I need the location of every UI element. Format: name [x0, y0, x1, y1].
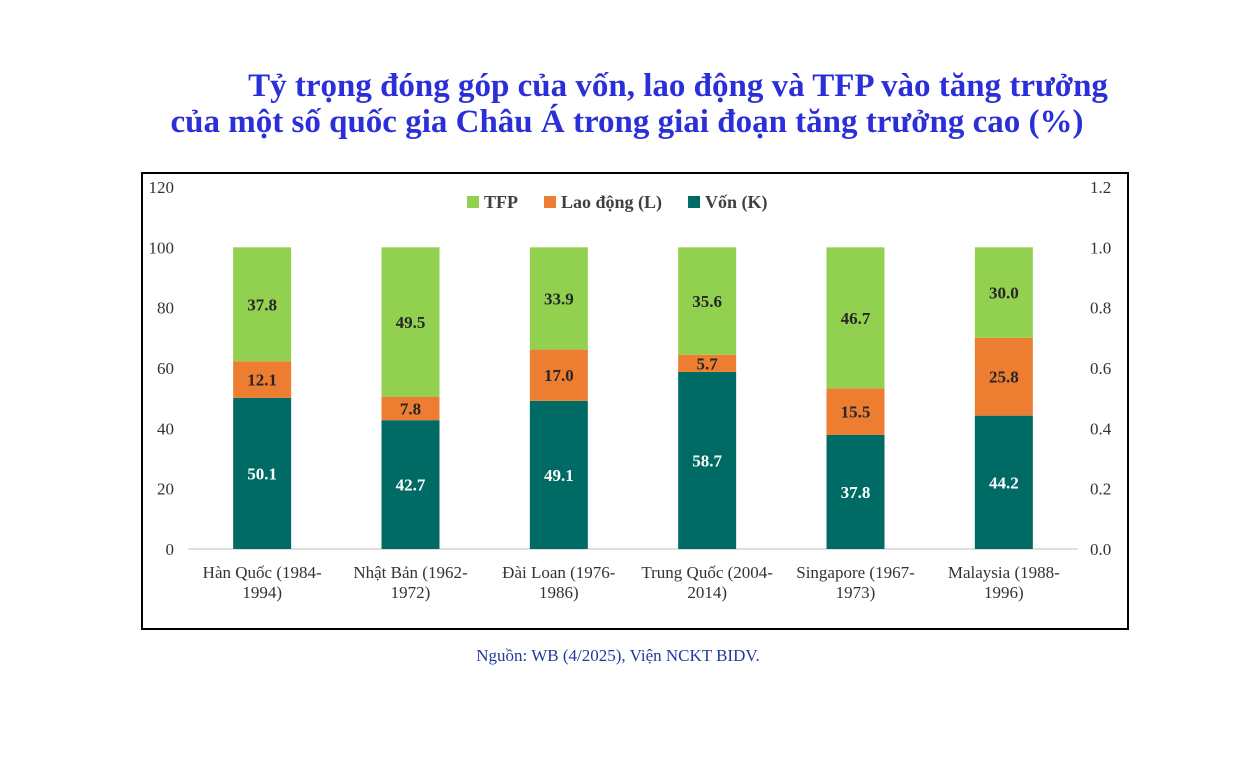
x-tick-label: 1972) [391, 583, 431, 602]
data-label: 25.8 [989, 368, 1019, 387]
data-label: 37.8 [247, 295, 277, 314]
bar-segment [381, 396, 440, 421]
data-label: 37.8 [841, 483, 871, 502]
data-label: 58.7 [692, 451, 722, 470]
data-label: 42.7 [396, 476, 426, 495]
bar-segment [678, 247, 737, 355]
legend-label: TFP [484, 192, 518, 212]
y2-tick-label: 0.6 [1090, 359, 1111, 378]
bar-segment [381, 247, 440, 397]
data-label: 17.0 [544, 366, 574, 385]
bar-segment [974, 415, 1033, 549]
y2-tick-label: 0.2 [1090, 480, 1111, 499]
y2-tick-label: 0.8 [1090, 299, 1111, 318]
y-tick-label: 0 [166, 540, 175, 559]
legend-swatch [467, 196, 479, 208]
data-label: 5.7 [697, 354, 719, 373]
bar-segment [974, 337, 1033, 416]
legend-swatch [544, 196, 556, 208]
bar-segment [233, 397, 292, 549]
y2-tick-label: 0.0 [1090, 540, 1111, 559]
data-label: 46.7 [841, 309, 871, 328]
x-tick-label: Malaysia (1988- [948, 563, 1060, 582]
data-label: 30.0 [989, 284, 1019, 303]
y-tick-label: 80 [157, 299, 174, 318]
y-tick-label: 40 [157, 419, 174, 438]
data-label: 35.6 [692, 292, 722, 311]
bar-segment [826, 434, 885, 549]
y2-tick-label: 1.2 [1090, 178, 1111, 197]
legend-label: Vốn (K) [705, 192, 768, 213]
x-tick-label: 1973) [836, 583, 876, 602]
y-tick-label: 100 [149, 238, 175, 257]
x-tick-label: Trung Quốc (2004- [641, 563, 773, 582]
data-label: 33.9 [544, 289, 574, 308]
bar-segment [678, 354, 737, 372]
data-label: 49.5 [396, 313, 426, 332]
data-label: 12.1 [247, 371, 277, 390]
x-tick-label: Hàn Quốc (1984- [203, 563, 322, 582]
chart-title-line1: Tỷ trọng đóng góp của vốn, lao động và T… [248, 68, 1108, 104]
chart-title-line2: của một số quốc gia Châu Á trong giai đo… [170, 104, 1084, 140]
bar-segment [529, 247, 588, 350]
x-tick-label: Nhật Bản (1962- [353, 563, 468, 582]
bar-segment [826, 388, 885, 435]
y-tick-label: 120 [149, 178, 175, 197]
data-label: 15.5 [841, 403, 871, 422]
data-label: 44.2 [989, 473, 1019, 492]
bar-segment [233, 361, 292, 398]
bar-segment [529, 349, 588, 401]
x-tick-label: 1986) [539, 583, 579, 602]
x-tick-label: Singapore (1967- [796, 563, 915, 582]
bar-segment [678, 371, 737, 549]
y2-tick-label: 0.4 [1090, 419, 1112, 438]
data-label: 7.8 [400, 399, 421, 418]
bar-segment [826, 247, 885, 389]
legend-label: Lao động (L) [561, 192, 662, 213]
y-tick-label: 60 [157, 359, 174, 378]
bar-segment [233, 247, 292, 362]
source-note: Nguồn: WB (4/2025), Viện NCKT BIDV. [476, 646, 760, 665]
y-tick-label: 20 [157, 480, 174, 499]
y2-tick-label: 1.0 [1090, 238, 1111, 257]
legend-swatch [688, 196, 701, 208]
x-tick-label: Đài Loan (1976- [502, 563, 616, 582]
x-tick-label: 2014) [687, 583, 727, 602]
chart-frame [141, 172, 1129, 630]
data-label: 50.1 [247, 464, 277, 483]
x-tick-label: 1994) [242, 583, 282, 602]
x-tick-label: 1996) [984, 583, 1024, 602]
chart-title: Tỷ trọng đóng góp của vốn, lao động và T… [0, 68, 1236, 140]
data-label: 49.1 [544, 466, 574, 485]
bar-segment [974, 247, 1033, 338]
bar-segment [381, 420, 440, 549]
bar-segment [529, 400, 588, 549]
